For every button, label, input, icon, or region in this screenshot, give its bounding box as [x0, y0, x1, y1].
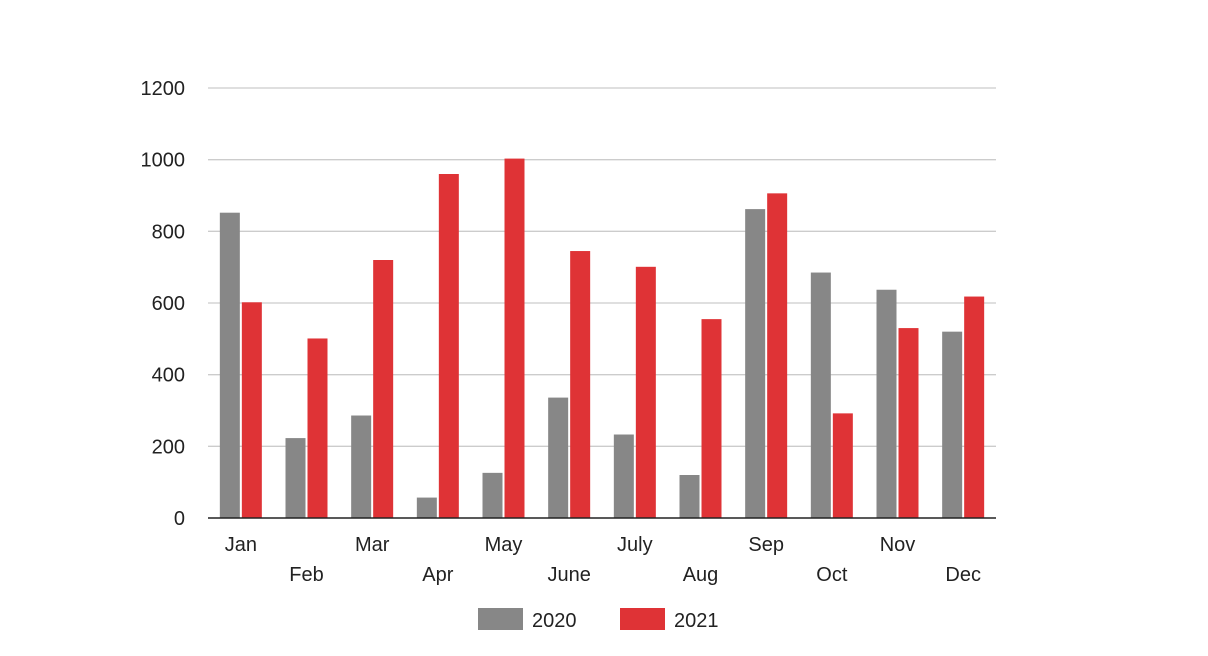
bar-2020-mar	[351, 415, 372, 518]
y-tick-label: 1000	[141, 150, 186, 172]
gridlines	[208, 87, 996, 447]
bar-2021-oct	[832, 413, 853, 518]
bar-2020-apr	[416, 497, 437, 518]
x-category-label: June	[547, 564, 590, 586]
bar-2021-dec	[964, 296, 985, 518]
x-category-label: Sep	[748, 534, 784, 556]
legend-label-2021: 2021	[674, 610, 719, 632]
bar-2020-dec	[942, 331, 963, 518]
y-tick-label: 600	[152, 293, 185, 315]
x-category-label: July	[617, 534, 653, 556]
legend-label-2020: 2020	[532, 610, 577, 632]
bar-2021-jan	[241, 302, 262, 518]
bar-2021-june	[570, 251, 591, 518]
x-category-label: Dec	[945, 564, 981, 586]
bar-2020-sep	[745, 209, 766, 518]
y-tick-label: 1200	[141, 78, 186, 100]
x-category-label: Feb	[289, 564, 323, 586]
bar-2021-sep	[767, 193, 788, 518]
x-category-label: Nov	[880, 534, 916, 556]
y-tick-label: 200	[152, 436, 185, 458]
bar-2020-may	[482, 472, 503, 518]
x-category-label: Apr	[422, 564, 453, 586]
bar-2021-aug	[701, 319, 722, 518]
x-axis-categories: Jan Feb Mar Apr May June July Aug Sep Oct Nov Dec	[225, 534, 981, 586]
bar-2020-oct	[810, 272, 831, 518]
x-category-label: May	[485, 534, 523, 556]
y-tick-label: 0	[174, 508, 185, 530]
bar-2020-aug	[679, 475, 700, 518]
bar-2021-mar	[373, 260, 394, 518]
bar-2021-july	[635, 266, 656, 518]
legend-swatch-2021	[620, 608, 665, 630]
y-axis-ticks: 0 200 400 600 800 1000 1200	[141, 78, 186, 530]
legend: 2020 2021	[478, 608, 719, 632]
bar-2020-july	[613, 434, 634, 518]
x-category-label: Mar	[355, 534, 390, 556]
bar-2021-feb	[307, 338, 328, 518]
x-category-label: Aug	[683, 564, 719, 586]
bar-2020-june	[548, 397, 569, 518]
bar-2020-jan	[219, 212, 240, 518]
x-category-label: Jan	[225, 534, 257, 556]
bar-2021-nov	[898, 328, 919, 518]
bar-2020-feb	[285, 438, 306, 518]
bars	[219, 158, 985, 518]
x-category-label: Oct	[816, 564, 848, 586]
bar-2020-nov	[876, 289, 897, 518]
y-tick-label: 800	[152, 221, 185, 243]
y-tick-label: 400	[152, 365, 185, 387]
legend-swatch-2020	[478, 608, 523, 630]
bar-2021-may	[504, 158, 525, 518]
bar-2021-apr	[438, 174, 459, 518]
